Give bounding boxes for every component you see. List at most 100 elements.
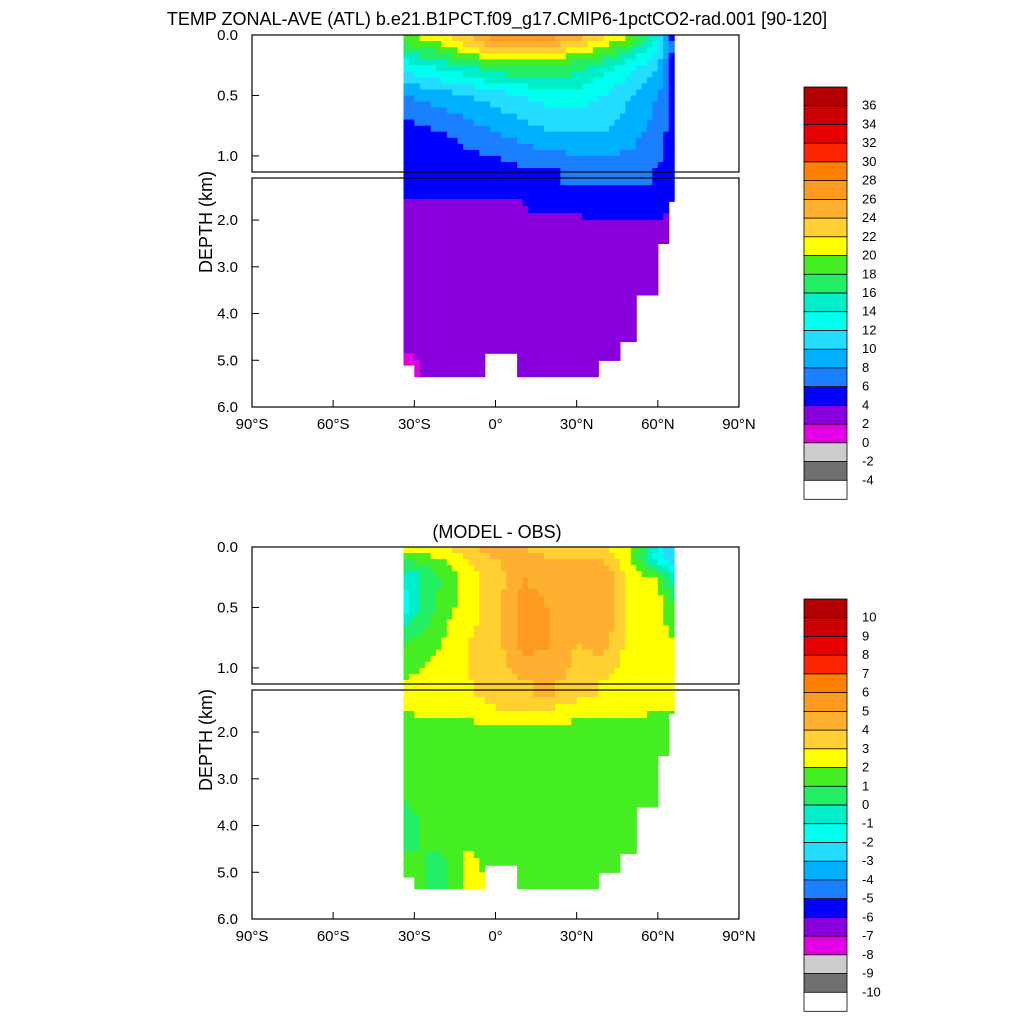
- heatmap-cell: [614, 113, 621, 121]
- heatmap-cell: [517, 753, 524, 761]
- heatmap-cell: [425, 125, 432, 133]
- heatmap-cell: [430, 367, 437, 375]
- heatmap-cell: [576, 339, 583, 347]
- heatmap-cell: [609, 192, 616, 200]
- heatmap-cell: [425, 753, 432, 761]
- heatmap-cell: [560, 185, 567, 193]
- heatmap-cell: [500, 185, 507, 193]
- heatmap-cell: [511, 788, 518, 796]
- heatmap-cell: [436, 255, 442, 263]
- heatmap-cell: [576, 718, 583, 726]
- heatmap-cell: [614, 760, 621, 768]
- heatmap-cell: [555, 767, 561, 775]
- heatmap-cell: [538, 269, 545, 277]
- heatmap-cell: [652, 781, 659, 789]
- heatmap-cell: [479, 674, 486, 681]
- heatmap-cell: [560, 311, 567, 319]
- heatmap-cell: [495, 107, 502, 115]
- heatmap-cell: [528, 697, 534, 705]
- heatmap-cell: [544, 625, 551, 633]
- heatmap-cell: [657, 95, 664, 103]
- heatmap-cell: [452, 802, 459, 810]
- heatmap-cell: [403, 739, 410, 747]
- heatmap-cell: [528, 53, 534, 60]
- heatmap-cell: [663, 77, 670, 84]
- heatmap-cell: [560, 718, 567, 726]
- heatmap-cell: [506, 125, 513, 133]
- heatmap-cell: [511, 637, 518, 645]
- heatmap-cell: [657, 101, 664, 109]
- heatmap-cell: [663, 732, 670, 740]
- heatmap-cell: [468, 304, 475, 312]
- heatmap-cell: [609, 637, 616, 645]
- heatmap-cell: [609, 83, 616, 90]
- colorbar-swatch: [803, 236, 848, 257]
- heatmap-cell: [457, 559, 464, 566]
- heatmap-cell: [522, 718, 529, 726]
- heatmap-cell: [555, 332, 561, 340]
- heatmap-cell: [473, 304, 480, 312]
- heatmap-cell: [641, 35, 648, 42]
- heatmap-cell: [430, 711, 437, 719]
- heatmap-cell: [441, 255, 448, 263]
- heatmap-cell: [500, 858, 507, 866]
- heatmap-cell: [538, 809, 545, 817]
- heatmap-cell: [436, 227, 442, 235]
- heatmap-cell: [517, 583, 524, 590]
- heatmap-cell: [414, 234, 421, 242]
- heatmap-cell: [560, 595, 567, 602]
- heatmap-cell: [620, 234, 626, 242]
- heatmap-cell: [408, 631, 415, 639]
- heatmap-cell: [598, 206, 605, 214]
- heatmap-cell: [425, 35, 432, 42]
- heatmap-cell: [495, 809, 502, 817]
- heatmap-cell: [555, 565, 561, 572]
- heatmap-cell: [522, 553, 529, 560]
- heatmap-cell: [419, 248, 426, 256]
- heatmap-cell: [603, 739, 610, 747]
- heatmap-cell: [495, 760, 502, 768]
- heatmap-cell: [533, 655, 540, 663]
- heatmap-cell: [592, 125, 599, 133]
- heatmap-cell: [538, 155, 545, 163]
- heatmap-cell: [663, 547, 670, 554]
- heatmap-cell: [446, 339, 453, 347]
- heatmap-cell: [484, 674, 491, 681]
- heatmap-cell: [652, 559, 659, 566]
- heatmap-cell: [430, 283, 437, 291]
- heatmap-cell: [549, 41, 556, 48]
- heatmap-cell: [463, 339, 469, 347]
- heatmap-cell: [555, 185, 561, 193]
- heatmap-cell: [436, 47, 442, 54]
- heatmap-cell: [484, 311, 491, 319]
- heatmap-cell: [544, 613, 551, 621]
- heatmap-cell: [452, 199, 459, 207]
- heatmap-cell: [630, 241, 637, 249]
- heatmap-cell: [511, 192, 518, 200]
- heatmap-cell: [414, 101, 421, 109]
- heatmap-cell: [446, 143, 453, 151]
- heatmap-cell: [490, 107, 497, 115]
- heatmap-cell: [544, 565, 551, 572]
- heatmap-cell: [565, 619, 572, 627]
- heatmap-cell: [625, 718, 632, 726]
- heatmap-cell: [630, 283, 637, 291]
- heatmap-cell: [614, 353, 621, 361]
- heatmap-cell: [479, 155, 486, 163]
- heatmap-cell: [571, 589, 578, 596]
- heatmap-cell: [555, 113, 561, 121]
- heatmap-cell: [549, 746, 556, 754]
- heatmap-cell: [452, 149, 459, 157]
- heatmap-cell: [479, 697, 486, 705]
- heatmap-cell: [603, 77, 610, 84]
- heatmap-cell: [511, 753, 518, 761]
- heatmap-cell: [490, 718, 497, 726]
- heatmap-cell: [620, 774, 626, 782]
- heatmap-cell: [517, 655, 524, 663]
- heatmap-cell: [555, 809, 561, 817]
- heatmap-cell: [430, 332, 437, 340]
- heatmap-cell: [441, 332, 448, 340]
- heatmap-cell: [603, 318, 610, 326]
- heatmap-cell: [625, 725, 632, 733]
- heatmap-cell: [452, 353, 459, 361]
